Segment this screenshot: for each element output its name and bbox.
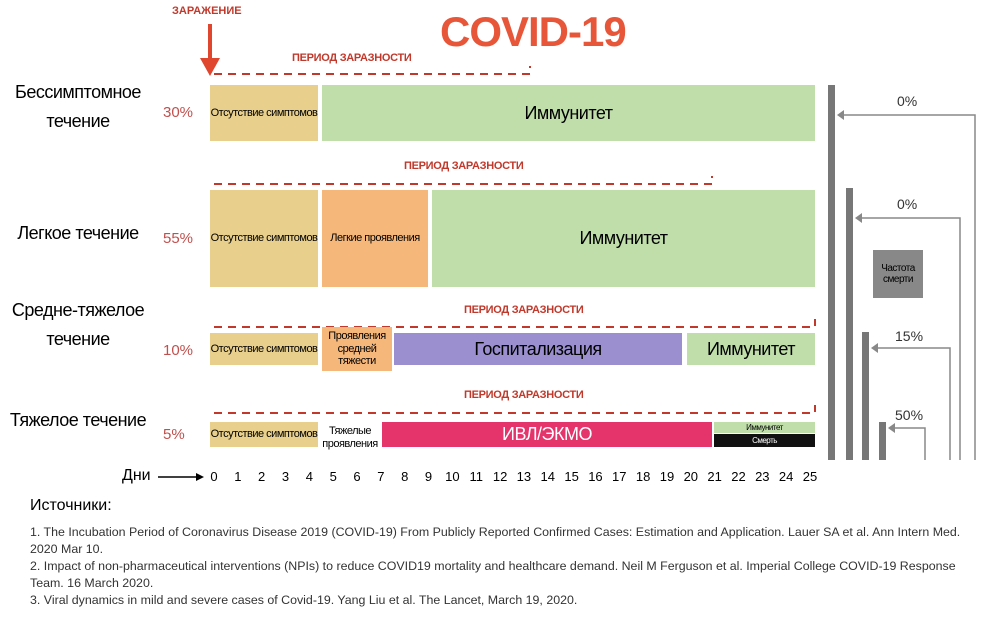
period-label: ПЕРИОД ЗАРАЗНОСТИ xyxy=(292,52,412,64)
phase-segment: Отсутствие симптомов xyxy=(210,333,318,365)
phase-segment: Легкие проявления xyxy=(322,190,428,287)
day-tick: 11 xyxy=(469,469,483,484)
day-tick: 19 xyxy=(659,469,675,484)
day-tick: 1 xyxy=(234,469,242,484)
mortality-bar xyxy=(862,332,869,460)
day-tick: 17 xyxy=(612,469,627,484)
phase-segment: Отсутствие симптомов xyxy=(210,85,318,141)
day-tick: 6 xyxy=(353,469,361,484)
period-line xyxy=(214,319,816,328)
mortality-bar xyxy=(846,188,853,460)
period-label: ПЕРИОД ЗАРАЗНОСТИ xyxy=(464,304,584,316)
title: COVID-19 xyxy=(440,8,627,55)
row-share: 30% xyxy=(163,104,194,121)
death-rate: 15% xyxy=(895,328,924,344)
mortality-arrow xyxy=(860,217,961,460)
period-label: ПЕРИОД ЗАРАЗНОСТИ xyxy=(404,160,524,172)
infection-arrow-head xyxy=(200,58,220,76)
phase-segment: Отсутствие симптомов xyxy=(210,190,318,287)
day-tick: 15 xyxy=(564,469,579,484)
day-tick: 16 xyxy=(588,469,603,484)
mortality-arrow-head xyxy=(888,423,895,433)
day-tick: 5 xyxy=(329,469,337,484)
period-line xyxy=(214,66,531,75)
period-line xyxy=(214,405,816,414)
source-item: 2. Impact of non-pharmaceutical interven… xyxy=(30,559,956,590)
row-share: 5% xyxy=(163,426,185,443)
mortality-arrow xyxy=(876,347,951,460)
day-tick: 25 xyxy=(802,469,818,484)
day-tick: 7 xyxy=(377,469,385,484)
death-rate: 0% xyxy=(897,93,918,109)
source-item: 3. Viral dynamics in mild and severe cas… xyxy=(30,593,578,607)
day-tick: 2 xyxy=(258,469,266,484)
day-tick: 14 xyxy=(540,469,555,484)
day-tick: 22 xyxy=(731,469,746,484)
day-tick: 18 xyxy=(635,469,651,484)
source-item: 1. The Incubation Period of Coronavirus … xyxy=(30,525,961,556)
row-share: 55% xyxy=(163,230,194,247)
mortality-arrow xyxy=(893,427,926,460)
phase-segment: Иммунитет xyxy=(432,190,815,287)
day-tick: 4 xyxy=(305,469,313,484)
mortality-bar xyxy=(879,422,886,460)
death-rate-label: Частота смерти xyxy=(873,250,923,298)
row-name: Тяжелое течение xyxy=(9,410,147,430)
phase-segment: ИВЛ/ЭКМО xyxy=(382,422,712,447)
row-share: 10% xyxy=(163,342,194,359)
days-arrow-head xyxy=(196,473,204,481)
day-tick: 13 xyxy=(516,469,532,484)
mortality-arrow xyxy=(842,114,976,460)
row-name: Бессимптомное течение xyxy=(15,82,141,131)
row-name: Средне-тяжелое течение xyxy=(11,300,145,349)
day-tick: 0 xyxy=(210,469,218,484)
day-tick: 21 xyxy=(707,469,722,484)
day-tick: 8 xyxy=(401,469,409,484)
row-name: Легкое течение xyxy=(17,223,139,243)
mortality-arrow-head xyxy=(871,343,878,353)
phase-segment: Госпитализация xyxy=(394,333,682,365)
phase-segment: Проявления средней тяжести xyxy=(322,327,392,371)
period-label: ПЕРИОД ЗАРАЗНОСТИ xyxy=(464,389,584,401)
mortality-arrow-head xyxy=(855,213,862,223)
day-tick: 3 xyxy=(281,469,290,484)
sources: 1. The Incubation Period of Coronavirus … xyxy=(30,524,980,609)
period-line xyxy=(214,176,713,185)
mortality-bar xyxy=(828,85,835,460)
day-tick: 23 xyxy=(755,469,770,484)
day-tick: 9 xyxy=(424,469,433,484)
phase-segment: Тяжелые проявления xyxy=(320,420,380,456)
phase-segment: Иммунитет xyxy=(714,422,815,433)
phase-segment: Иммунитет xyxy=(687,333,815,365)
day-tick: 20 xyxy=(683,469,699,484)
death-rate: 0% xyxy=(897,196,918,212)
day-tick: 10 xyxy=(445,469,460,484)
death-rate: 50% xyxy=(895,407,924,423)
sources-title: Источники: xyxy=(30,497,112,514)
phase-segment: Отсутствие симптомов xyxy=(210,422,318,447)
phase-segment: Смерть xyxy=(714,434,815,447)
day-tick: 24 xyxy=(778,469,794,484)
phase-segment: Иммунитет xyxy=(322,85,815,141)
days-label: Дни xyxy=(122,467,151,484)
mortality-arrow-head xyxy=(837,110,844,120)
infection-label: ЗАРАЖЕНИЕ xyxy=(172,5,242,17)
day-tick: 12 xyxy=(492,469,508,484)
